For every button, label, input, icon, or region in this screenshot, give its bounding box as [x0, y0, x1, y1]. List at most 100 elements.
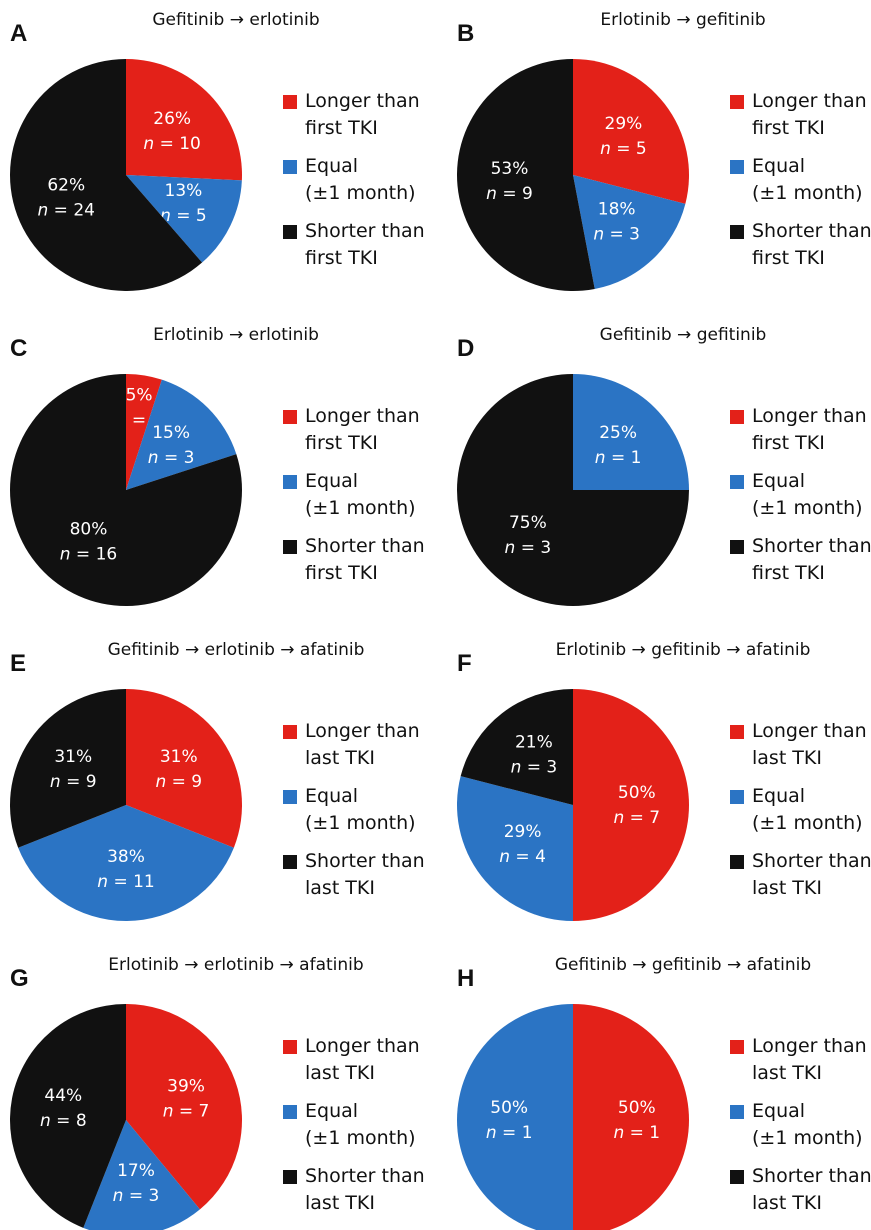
count-label: n = 5 [160, 206, 207, 226]
panel-title: Gefitinib → erlotinib → afatinib [107, 640, 365, 660]
pie-chart: 29% n = 5 18% n = 3 53% n = 9 [456, 59, 689, 291]
pie-slice [9, 59, 203, 291]
count-label: n = 3 [113, 1186, 160, 1206]
legend-label: Longer than last TKI [752, 1035, 867, 1084]
pie-slice [573, 59, 689, 204]
legend-item: Longer than first TKI [730, 403, 871, 463]
percent-label: 75% [509, 513, 547, 533]
count-label: n = 7 [163, 1101, 210, 1121]
count-label: n = 7 [613, 808, 660, 828]
pie-chart: 31% n = 9 38% n = 11 31% n = 9 [10, 689, 242, 921]
legend-item: Longer than last TKI [730, 718, 871, 778]
legend-swatch [730, 160, 744, 174]
pie-slice [573, 1004, 689, 1230]
panel: B Erlotinib → gefitinib 29% n = 5 18% n = 3 53… [447, 0, 871, 315]
legend-item: Shorter than last TKI [283, 1163, 433, 1223]
pie-slice [9, 374, 242, 606]
legend-item: Equal (±1 month) [283, 153, 433, 213]
legend-swatch [730, 1105, 744, 1119]
legend-swatch [283, 855, 297, 869]
legend-swatch [283, 1105, 297, 1119]
percent-label: 80% [70, 520, 108, 540]
legend-swatch [283, 95, 297, 109]
legend-item: Equal (±1 month) [283, 468, 433, 528]
legend-item: Longer than last TKI [283, 718, 433, 778]
panel-letter: G [10, 965, 29, 992]
legend-label: Longer than last TKI [305, 1035, 420, 1084]
legend-label: Longer than first TKI [305, 90, 420, 139]
percent-label: 50% [618, 783, 656, 803]
pie-chart: 25% n = 1 75% n = 3 [457, 374, 689, 606]
legend-label: Equal (±1 month) [305, 785, 416, 834]
legend-swatch [730, 855, 744, 869]
legend-swatch [730, 1170, 744, 1184]
panel-title: Erlotinib → erlotinib [153, 325, 319, 345]
legend-item: Shorter than last TKI [730, 1163, 871, 1223]
legend-label: Equal (±1 month) [752, 785, 863, 834]
legend-label: Longer than last TKI [752, 720, 867, 769]
count-label: n = 3 [148, 448, 195, 468]
legend-item: Longer than last TKI [730, 1033, 871, 1093]
legend-swatch [730, 475, 744, 489]
percent-label: 5% [126, 386, 153, 406]
pie-chart: 39% n = 7 17% n = 3 44% n = 8 [10, 1004, 242, 1230]
pie-slice [573, 374, 689, 490]
percent-label: 13% [165, 181, 203, 201]
legend-item: Shorter than last TKI [730, 848, 871, 908]
pie-slice [460, 689, 573, 805]
legend-label: Equal (±1 month) [305, 1100, 416, 1149]
count-label: n = 9 [155, 772, 202, 792]
percent-label: 21% [515, 733, 553, 753]
legend-swatch [730, 410, 744, 424]
legend-swatch [730, 95, 744, 109]
panel-letter: D [457, 335, 475, 362]
count-label: n = 3 [593, 225, 640, 245]
pie-slice [126, 379, 237, 490]
panel-letter: A [10, 20, 28, 47]
legend-label: Equal (±1 month) [752, 155, 863, 204]
legend-item: Longer than first TKI [730, 88, 871, 148]
percent-label: 39% [167, 1076, 205, 1096]
legend-label: Shorter than first TKI [305, 535, 425, 584]
legend-swatch [283, 725, 297, 739]
pie-chart: 26% n = 10 13% n = 5 62% n = 24 [9, 59, 242, 291]
pie-slice [126, 1004, 242, 1210]
percent-label: 31% [160, 747, 198, 767]
legend-label: Shorter than last TKI [305, 1165, 425, 1214]
legend-swatch [730, 725, 744, 739]
legend-swatch [283, 475, 297, 489]
panel-letter: B [457, 20, 475, 47]
legend-swatch [283, 790, 297, 804]
legend-swatch [730, 225, 744, 239]
legend-swatch [730, 1040, 744, 1054]
count-label: n = 1 [595, 448, 642, 468]
pie-chart: 50% n = 7 29% n = 4 21% n = 3 [456, 689, 689, 921]
panel-title: Gefitinib → erlotinib [152, 10, 320, 30]
pie-slice [573, 689, 689, 921]
legend-item: Shorter than first TKI [283, 533, 433, 593]
percent-label: 25% [599, 423, 637, 443]
percent-label: 53% [491, 159, 529, 179]
legend-label: Longer than first TKI [752, 405, 867, 454]
pie-slice [573, 175, 686, 289]
count-label: n = 9 [50, 772, 97, 792]
legend-swatch [283, 1170, 297, 1184]
percent-label: 29% [605, 114, 643, 134]
legend-label: Longer than first TKI [752, 90, 867, 139]
pie-slice [10, 1004, 127, 1228]
legend-label: Equal (±1 month) [752, 1100, 863, 1149]
legend-item: Equal (±1 month) [730, 153, 871, 213]
legend-item: Longer than first TKI [283, 88, 433, 148]
legend-item: Longer than first TKI [283, 403, 433, 463]
panel: E Gefitinib → erlotinib → afatinib 31% n = … [0, 630, 435, 945]
panel: G Erlotinib → erlotinib → afatinib 39% n = … [0, 945, 435, 1230]
count-label: n = 3 [505, 538, 552, 558]
legend-swatch [283, 160, 297, 174]
legend-item: Equal (±1 month) [730, 783, 871, 843]
pie-slice [126, 59, 242, 181]
legend-label: Shorter than first TKI [305, 220, 425, 269]
pie-slice [126, 689, 242, 848]
pie-slice [457, 1004, 573, 1230]
count-label: n = 16 [60, 545, 117, 565]
